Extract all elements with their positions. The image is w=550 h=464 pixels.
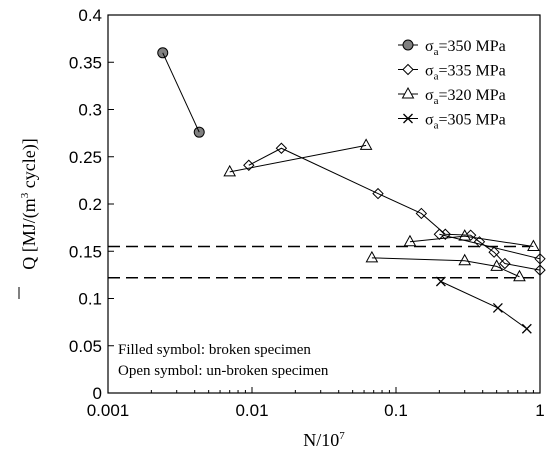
y-tick-label: 0.25 xyxy=(69,148,102,167)
data-point xyxy=(365,250,379,263)
series-line xyxy=(439,233,541,260)
y-tick-label: 0 xyxy=(93,384,102,403)
axis-ticks: 0 0.05 0.1 0.15 0.2 0.25 0.3 0.35 0.4 0.001 0.01 0.… xyxy=(69,6,545,420)
legend-label: σa=305 MPa xyxy=(425,112,506,132)
legend-marker xyxy=(401,86,415,99)
legend-marker xyxy=(402,63,414,76)
data-point xyxy=(527,239,540,252)
x-mark-stroke xyxy=(403,113,413,124)
y-tick-label: 0.3 xyxy=(78,101,102,120)
svg-text:Q [MJ/(m3 cycle)]: Q [MJ/(m3 cycle)] xyxy=(19,138,40,269)
series-line xyxy=(248,147,541,271)
x-axis-title: N/107 xyxy=(303,430,345,450)
x-tick-label: 0.01 xyxy=(235,401,268,420)
data-point xyxy=(403,234,417,247)
legend: σa=350 MPa σa=335 MPa σa=320 MPa σa=305 MPa xyxy=(398,38,506,132)
series-2 xyxy=(229,144,534,278)
x-tick-label: 0.1 xyxy=(384,401,408,420)
data-point xyxy=(359,138,373,150)
y-axis-title: Q [MJ/(m3 cycle)] xyxy=(18,138,40,299)
y-tick-label: 0.2 xyxy=(78,195,102,214)
series-line xyxy=(229,144,367,173)
y-tick-label: 0.15 xyxy=(69,242,102,261)
annotation-open-symbol: Open symbol: un-broken specimen xyxy=(118,363,329,379)
series-3 xyxy=(440,281,528,330)
series-0 xyxy=(162,52,200,133)
legend-label: σa=350 MPa xyxy=(425,38,506,58)
series-line xyxy=(162,52,200,133)
legend-marker xyxy=(403,113,413,124)
reference-lines xyxy=(108,245,540,279)
y-tick-label: 0.4 xyxy=(78,6,102,25)
series-line xyxy=(440,281,528,330)
y-tick-label: 0.05 xyxy=(69,337,102,356)
series-layer xyxy=(157,47,546,334)
x-tick-label: 1 xyxy=(535,401,544,420)
series-1 xyxy=(248,147,541,271)
annotation-filled-symbol: Filled symbol: broken specimen xyxy=(118,342,311,358)
series-line xyxy=(409,235,534,248)
legend-label: σa=320 MPa xyxy=(425,87,506,107)
y-tick-label: 0.35 xyxy=(69,53,102,72)
series-line xyxy=(371,257,520,278)
legend-label: σa=335 MPa xyxy=(425,63,506,83)
data-point xyxy=(458,253,472,266)
x-tick-label: 0.001 xyxy=(87,401,130,420)
y-axis-title-symbol: Q xyxy=(19,257,39,270)
y-tick-label: 0.1 xyxy=(78,290,102,309)
legend-marker xyxy=(402,39,414,51)
data-point xyxy=(513,269,526,282)
